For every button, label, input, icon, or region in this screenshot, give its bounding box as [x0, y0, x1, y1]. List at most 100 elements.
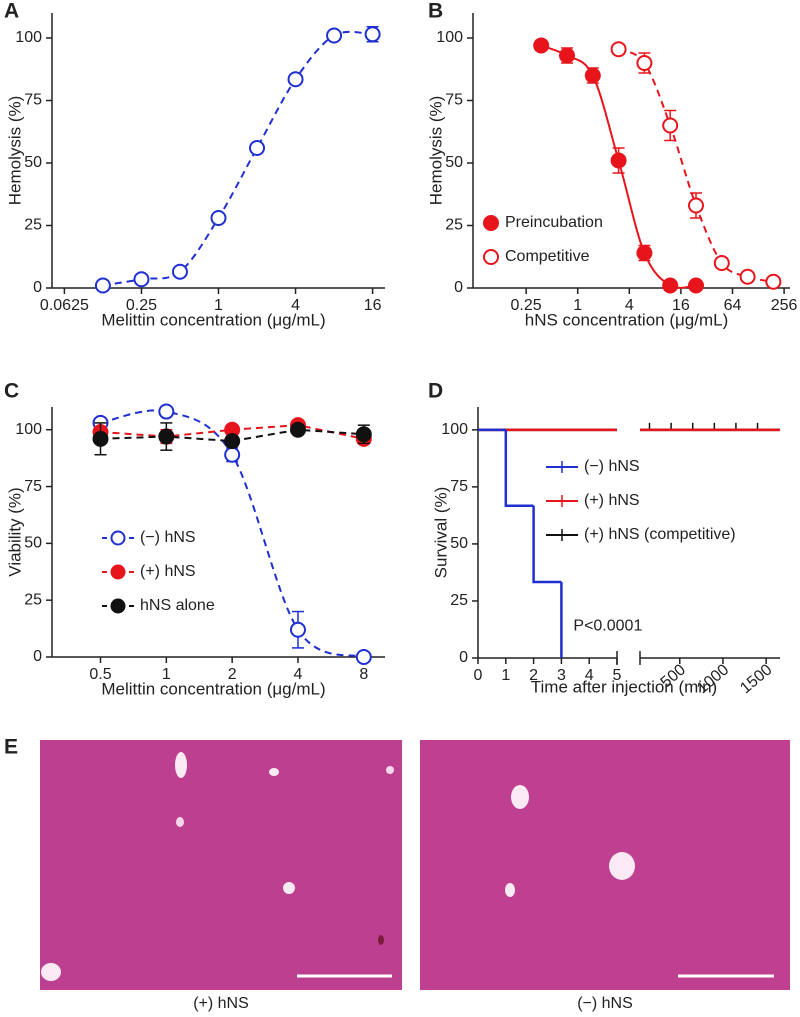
x-tick-label: 1	[501, 667, 510, 684]
y-axis-title: Viability (%)	[5, 487, 24, 576]
x-tick-label: 4	[294, 666, 303, 683]
data-point	[687, 277, 704, 294]
y-tick-label: 75	[24, 478, 42, 495]
legend-item: (−) hNS	[102, 529, 196, 546]
vessel	[269, 768, 279, 776]
x-tick-label: 0.0625	[40, 297, 89, 314]
legend-label: (+) hNS	[140, 563, 196, 580]
y-tick-label: 50	[24, 535, 42, 552]
x-tick-label: 4	[291, 297, 300, 314]
vessel	[283, 882, 295, 894]
y-tick-label: 0	[454, 279, 463, 296]
survival-step	[532, 505, 562, 584]
data-point	[224, 433, 241, 450]
y-tick-label: 75	[24, 92, 42, 109]
x-tick-label: 1	[162, 666, 171, 683]
data-point	[133, 271, 150, 288]
x-tick-label: 3	[557, 667, 566, 684]
y-tick-label: 50	[24, 154, 42, 171]
y-tick-label: 100	[436, 29, 463, 46]
data-point	[158, 403, 175, 420]
x-axis-title: Time after injection (min)	[531, 677, 717, 696]
data-point	[610, 152, 627, 169]
y-tick-label: 0	[459, 649, 468, 666]
x-tick-label: 0.25	[126, 297, 157, 314]
data-point	[610, 41, 627, 58]
y-axis-title: Survival (%)	[431, 487, 450, 579]
legend-label: (+) hNS	[584, 492, 640, 509]
y-tick-label: 75	[450, 478, 468, 495]
x-tick-label: 2	[228, 666, 237, 683]
legend-item: Preincubation	[483, 214, 603, 231]
histology-left	[40, 740, 402, 990]
image-tint	[40, 740, 402, 990]
y-tick-label: 100	[15, 421, 42, 438]
data-point	[287, 71, 304, 88]
x-tick-label: 0	[474, 667, 483, 684]
data-point	[224, 446, 241, 463]
series-line	[102, 30, 373, 287]
vessel	[41, 963, 61, 981]
legend-item: (+) hNS	[102, 563, 196, 580]
data-point	[662, 277, 679, 294]
y-axis-title: Hemolysis (%)	[426, 96, 445, 206]
data-point	[171, 263, 188, 280]
histology-right	[420, 740, 790, 990]
spot	[378, 935, 384, 945]
data-point	[636, 55, 653, 71]
data-point	[559, 47, 576, 64]
x-tick-label: 4	[625, 297, 634, 314]
image-tint	[420, 740, 790, 990]
legend-label: (+) hNS (competitive)	[584, 526, 736, 543]
legend-marker	[110, 564, 126, 580]
legend-label: Preincubation	[505, 214, 603, 231]
data-point	[687, 197, 704, 214]
y-tick-label: 25	[24, 217, 42, 234]
x-tick-label: 16	[364, 297, 382, 314]
data-point	[533, 37, 550, 54]
y-tick-label: 25	[24, 591, 42, 608]
legend-item: hNS alone	[102, 597, 215, 614]
x-tick-label: 1500	[737, 661, 775, 697]
legend-item: Competitive	[483, 248, 590, 265]
y-tick-label: 25	[450, 592, 468, 609]
y-tick-label: 100	[441, 421, 468, 438]
data-point	[355, 426, 372, 443]
vessel	[609, 852, 635, 880]
data-point	[94, 277, 111, 294]
data-point	[662, 117, 679, 134]
legend-label: (−) hNS	[140, 529, 196, 546]
vessel	[505, 883, 515, 897]
image-background	[420, 740, 790, 990]
y-axis-title: Hemolysis (%)	[5, 96, 24, 206]
x-tick-label: 256	[771, 297, 798, 314]
x-tick-label: 8	[359, 666, 368, 683]
data-point	[92, 430, 109, 447]
legend-marker	[110, 598, 126, 614]
legend-item: (+) hNS	[546, 492, 640, 509]
annotation: P<0.0001	[573, 617, 642, 634]
panel-label: B	[428, 0, 443, 23]
x-axis-title: Melittin concentration (μg/mL)	[101, 679, 325, 698]
image-caption: (+) hNS	[193, 995, 249, 1012]
data-point	[765, 273, 782, 290]
legend-label: Competitive	[505, 248, 590, 265]
x-axis-title: hNS concentration (μg/mL)	[525, 310, 729, 329]
x-axis-title: Melittin concentration (μg/mL)	[101, 310, 325, 329]
data-point	[289, 621, 306, 638]
y-tick-label: 50	[445, 154, 463, 171]
data-point	[364, 26, 381, 43]
x-tick-label: 5	[613, 667, 622, 684]
y-tick-label: 25	[445, 217, 463, 234]
data-point	[713, 255, 730, 271]
x-tick-label: 0.25	[511, 297, 542, 314]
data-point	[158, 428, 175, 445]
chart-panel: D Survival (%) Time after injection (min) 0…	[428, 380, 780, 697]
data-point	[739, 268, 756, 285]
image-caption: (−) hNS	[577, 995, 633, 1012]
y-tick-label: 0	[33, 648, 42, 665]
survival-step	[504, 429, 534, 508]
chart-panel: A Hemolysis (%) Melittin concentration (μg…	[4, 0, 385, 329]
